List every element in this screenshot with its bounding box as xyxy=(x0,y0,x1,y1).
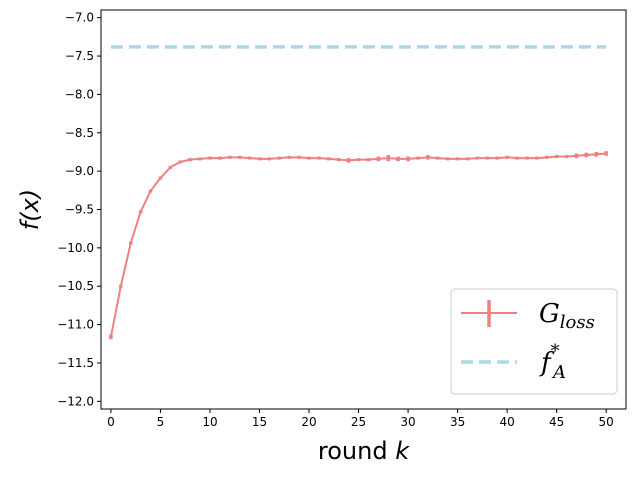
x-tick-label: 30 xyxy=(400,415,415,429)
series-layer xyxy=(109,45,608,340)
y-tick-label: −10.0 xyxy=(57,241,94,255)
y-tick-label: −10.5 xyxy=(57,279,94,293)
x-axis-label: round k xyxy=(318,437,410,465)
axes-border xyxy=(100,9,627,410)
x-tick-label: 10 xyxy=(202,415,217,429)
y-tick-label: −9.5 xyxy=(65,203,94,217)
x-tick-label: 20 xyxy=(301,415,316,429)
x-tick-label: 25 xyxy=(351,415,366,429)
x-tick-label: 15 xyxy=(252,415,267,429)
y-tick-label: −7.5 xyxy=(65,49,94,63)
x-tick-label: 35 xyxy=(450,415,465,429)
x-tick-label: 50 xyxy=(599,415,614,429)
y-tick-label: −11.5 xyxy=(57,356,94,370)
y-tick-label: −12.0 xyxy=(57,394,94,408)
axes-frame xyxy=(100,9,627,410)
y-tick-label: −11.0 xyxy=(57,318,94,332)
x-tick-label: 5 xyxy=(157,415,165,429)
x-tick-label: 0 xyxy=(107,415,115,429)
legend-box xyxy=(450,288,618,395)
y-tick-label: −9.0 xyxy=(65,164,94,178)
x-tick-label: 45 xyxy=(549,415,564,429)
legend-label-g-loss: Gloss xyxy=(539,299,595,333)
axis-labels: round k f(x) xyxy=(16,189,410,465)
axis-ticks: 0 5 10 15 20 25 30 35 40 45 50 −12.0 −11.5 −11.0 −10.5… xyxy=(57,11,614,429)
y-tick-label: −7.0 xyxy=(65,11,94,25)
y-axis-label: f(x) xyxy=(16,189,44,230)
x-tick-label: 40 xyxy=(499,415,514,429)
y-tick-label: −8.5 xyxy=(65,126,94,140)
y-tick-label: −8.0 xyxy=(65,87,94,101)
